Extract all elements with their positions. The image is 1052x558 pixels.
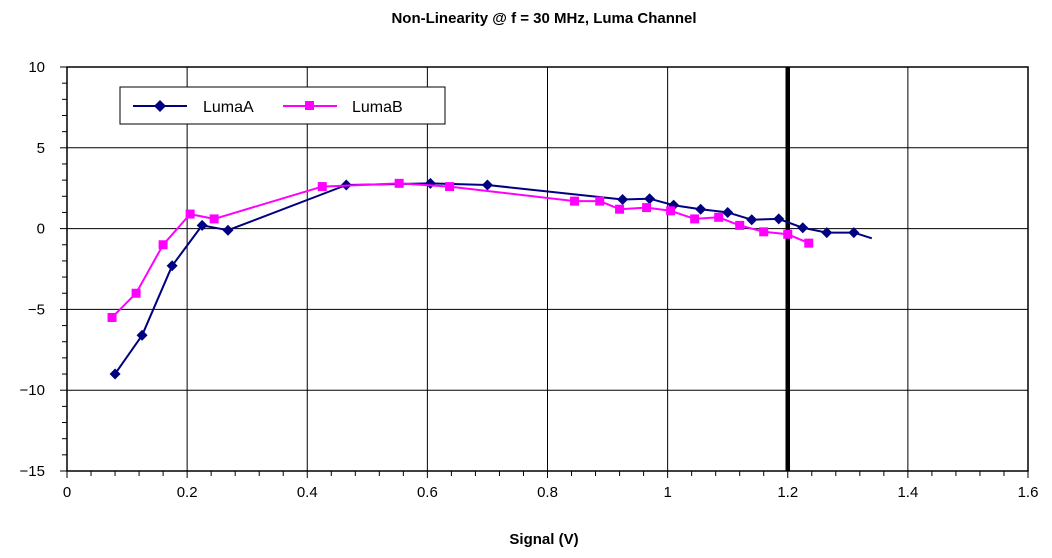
data-point-lumaa	[848, 227, 860, 239]
data-point-lumaa	[424, 177, 436, 189]
data-point-lumaa	[166, 260, 178, 272]
x-tick-label: 1.4	[897, 484, 918, 501]
data-point-lumab	[690, 214, 700, 224]
data-point-lumab	[595, 196, 605, 206]
data-point-lumab	[642, 203, 652, 213]
x-tick-label: 1.2	[777, 484, 798, 501]
x-tick-labels: 0 0.2 0.4 0.6 0.8 1 1.2 1.4 1.6	[63, 484, 1039, 501]
y-tick-label: −15	[20, 463, 45, 480]
series-lumaa	[109, 177, 873, 380]
data-point-lumaa	[797, 222, 809, 234]
data-point-lumab	[666, 206, 676, 216]
x-tick-label: 0.6	[417, 484, 438, 501]
y-tick-label: 0	[37, 221, 45, 238]
series-line-lumab	[111, 182, 810, 319]
legend-marker-lumaa	[154, 100, 166, 112]
data-point-lumab	[804, 238, 814, 248]
y-tick-labels: 10 5 0 −5 −10 −15	[20, 59, 45, 480]
y-tick-label: 5	[37, 140, 45, 157]
legend-box	[119, 86, 446, 125]
data-point-lumaa	[196, 219, 208, 231]
legend-marker-lumab	[305, 101, 314, 110]
data-point-lumaa	[617, 194, 629, 206]
legend: LumaA LumaB	[119, 86, 446, 125]
chart-title: Non-Linearity @ f = 30 MHz, Luma Channel	[391, 10, 696, 27]
data-point-lumab	[107, 312, 117, 322]
data-point-lumab	[783, 229, 793, 239]
data-point-lumab	[615, 204, 625, 214]
x-tick-label: 1.6	[1018, 484, 1039, 501]
data-point-lumaa	[695, 203, 707, 215]
data-point-lumaa	[821, 227, 833, 239]
data-point-lumab	[185, 209, 195, 219]
series-line-lumaa	[114, 182, 873, 375]
y-tick-label: −10	[20, 382, 45, 399]
x-axis-title: Signal (V)	[509, 531, 578, 548]
data-point-lumab	[131, 288, 141, 298]
data-point-lumab	[317, 182, 327, 192]
data-point-lumab	[158, 240, 168, 250]
data-point-lumab	[714, 212, 724, 222]
grid	[67, 67, 1028, 471]
x-tick-label: 0	[63, 484, 71, 501]
data-point-lumaa	[722, 206, 734, 218]
data-point-lumaa	[109, 368, 121, 380]
data-point-lumaa	[746, 214, 758, 226]
data-point-lumab	[570, 196, 580, 206]
y-tick-label: −5	[28, 301, 45, 318]
y-tick-label: 10	[28, 59, 45, 76]
legend-label-lumaa: LumaA	[203, 99, 254, 116]
data-point-lumab	[394, 178, 404, 188]
data-point-lumaa	[773, 213, 785, 225]
data-point-lumab	[735, 220, 745, 230]
series-layer	[107, 177, 873, 380]
data-point-lumaa	[644, 193, 656, 205]
data-point-lumab	[759, 227, 769, 237]
x-tick-label: 0.4	[297, 484, 318, 501]
data-point-lumaa	[222, 224, 234, 236]
data-point-lumaa	[481, 179, 493, 191]
data-point-lumaa	[136, 329, 148, 341]
x-tick-label: 0.8	[537, 484, 558, 501]
x-tick-label: 0.2	[177, 484, 198, 501]
data-point-lumab	[445, 182, 455, 192]
axis-ticks	[60, 66, 1029, 478]
x-tick-label: 1	[663, 484, 671, 501]
data-point-lumab	[209, 214, 219, 224]
legend-label-lumab: LumaB	[352, 99, 403, 116]
series-lumab	[107, 178, 814, 322]
